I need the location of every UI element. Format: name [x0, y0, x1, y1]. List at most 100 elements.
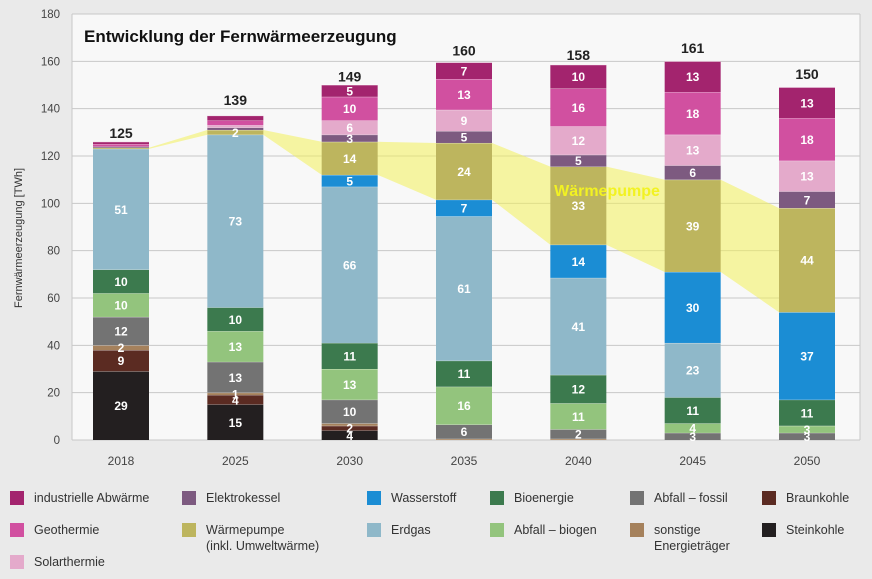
- bar-segment-abwaerme: [436, 62, 492, 80]
- bar-segment-bioenergie: [436, 360, 492, 387]
- bar-segment-braunkohle: [93, 350, 149, 372]
- bar-segment-sonstige: [93, 345, 149, 351]
- data-labels: 2992121010511251541131310732139421013116…: [109, 40, 819, 444]
- y-tick-label: 120: [41, 151, 60, 163]
- data-label-abwaerme: 10: [572, 70, 586, 84]
- legend-swatch: [367, 491, 381, 505]
- bar-segment-abfall_fossil: [321, 399, 378, 424]
- bar-segment-sonstige: [207, 392, 264, 396]
- bar-segment-braunkohle: [207, 395, 264, 405]
- bar-segment-sonstige: [436, 438, 492, 440]
- data-label-waermepumpe: 44: [800, 254, 814, 268]
- total-label: 125: [109, 125, 133, 141]
- total-label: 161: [681, 40, 705, 56]
- y-tick-label: 180: [41, 9, 60, 21]
- bar-segment-erdgas: [93, 148, 149, 270]
- bar-segment-steinkohle: [93, 371, 149, 440]
- bar-segment-abfall_biogen: [436, 386, 492, 425]
- x-tick-label: 2045: [679, 454, 706, 468]
- data-label-abfall_fossil: 3: [804, 430, 811, 444]
- bar-segment-steinkohle: [207, 404, 264, 440]
- bar-segment-waermepumpe: [207, 129, 264, 135]
- data-label-solarthermie: 13: [800, 170, 814, 184]
- bar-segment-erdgas: [664, 342, 721, 398]
- x-tick-label: 2035: [451, 454, 478, 468]
- legend-item-geothermie: Geothermie: [10, 522, 99, 538]
- bar-segment-erdgas: [207, 134, 264, 308]
- data-label-bioenergie: 11: [343, 349, 356, 363]
- bars: [93, 60, 835, 440]
- data-label-bioenergie: 11: [686, 404, 699, 418]
- data-label-steinkohle: 15: [229, 416, 243, 430]
- bar-segment-elektrokessel: [779, 191, 835, 209]
- bar-segment-wasserstoff: [321, 174, 378, 187]
- bar-segment-solarthermie: [207, 125, 264, 128]
- data-label-wasserstoff: 7: [461, 202, 468, 216]
- legend-label: Elektrokessel: [206, 491, 281, 505]
- bar-segment-bioenergie: [664, 397, 721, 424]
- bar-segment-abfall_fossil: [207, 361, 264, 393]
- bar-segment-abfall_biogen: [550, 403, 607, 430]
- data-label-abfall_fossil: 3: [689, 430, 696, 444]
- bar-segment-braunkohle: [321, 425, 378, 431]
- data-label-solarthermie: 6: [346, 121, 353, 135]
- y-tick-label: 60: [47, 293, 60, 305]
- legend-label: Geothermie: [34, 523, 100, 537]
- bar-segment-abfall_biogen: [93, 293, 149, 317]
- data-label-abfall_biogen: 11: [572, 410, 585, 424]
- legend-label: sonstige Energieträger: [654, 523, 730, 553]
- bar-segment-geothermie: [664, 92, 721, 135]
- data-label-erdgas: 61: [457, 282, 471, 296]
- legend-swatch: [10, 491, 24, 505]
- legend-item-braunkohle: Braunkohle: [762, 490, 849, 506]
- legend-swatch: [10, 523, 24, 537]
- bar-segment-wasserstoff: [550, 244, 607, 278]
- bar-segment-abwaerme: [550, 64, 607, 89]
- bar-segment-erdgas: [550, 277, 607, 375]
- data-label-solarthermie: 13: [686, 144, 700, 158]
- bar-segment-abfall_fossil: [436, 424, 492, 439]
- data-label-bioenergie: 10: [229, 313, 243, 327]
- total-label: 139: [224, 92, 248, 108]
- data-label-braunkohle: 4: [232, 393, 239, 407]
- bar-segment-waermepumpe: [321, 141, 378, 175]
- total-label: 158: [567, 47, 591, 63]
- bar-segment-wasserstoff: [436, 199, 492, 217]
- bar-segment-abfall_biogen: [664, 423, 721, 433]
- data-label-bioenergie: 10: [114, 275, 128, 289]
- bar-segment-waermepumpe: [664, 179, 721, 272]
- data-label-abfall_biogen: 10: [114, 299, 128, 313]
- bar-segment-waermepumpe: [550, 166, 607, 245]
- legend-item-sonstige: sonstige Energieträger: [630, 522, 730, 554]
- y-tick-label: 140: [41, 104, 60, 116]
- legend-swatch: [762, 491, 776, 505]
- y-tick-label: 40: [47, 340, 60, 352]
- bar-segment-waermepumpe: [93, 147, 149, 149]
- y-axis-label: Fernwärmeerzeugung [TWh]: [13, 168, 25, 308]
- bar-segment-elektrokessel: [93, 146, 149, 148]
- data-label-waermepumpe: 39: [686, 219, 700, 233]
- bar-segment-elektrokessel: [436, 131, 492, 143]
- data-label-bioenergie: 11: [801, 406, 814, 420]
- bar-segment-abwaerme: [664, 61, 721, 93]
- data-label-braunkohle: 2: [346, 422, 353, 436]
- legend-item-erdgas: Erdgas: [367, 522, 431, 538]
- data-label-geothermie: 18: [800, 133, 814, 147]
- data-label-abfall_biogen: 3: [804, 423, 811, 437]
- bar-segment-abfall_fossil: [664, 432, 721, 440]
- bar-segment-geothermie: [436, 79, 492, 110]
- bar-segment-bioenergie: [321, 342, 378, 369]
- chart-title: Entwicklung der Fernwärmeerzeugung: [84, 27, 397, 46]
- legend-swatch: [367, 523, 381, 537]
- bar-segment-elektrokessel: [550, 154, 607, 167]
- data-label-waermepumpe: 2: [232, 126, 239, 140]
- bar-segment-abfall_biogen: [321, 369, 378, 400]
- data-label-erdgas: 51: [114, 203, 128, 217]
- bar-segment-waermepumpe: [436, 142, 492, 200]
- legend-item-solarthermie: Solarthermie: [10, 554, 105, 570]
- legend-swatch: [182, 523, 196, 537]
- data-label-solarthermie: 12: [572, 134, 586, 148]
- legend-item-abfall_biogen: Abfall – biogen: [490, 522, 597, 538]
